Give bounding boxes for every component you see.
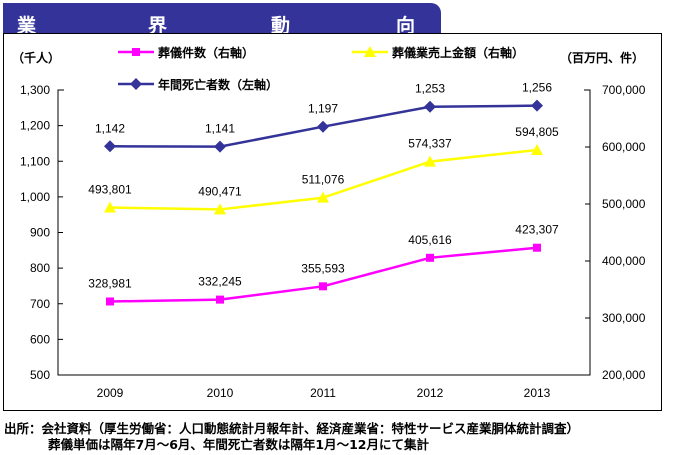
data-label: 1,256 bbox=[522, 81, 552, 95]
chart-box bbox=[3, 33, 662, 411]
data-label: 493,801 bbox=[88, 183, 132, 197]
data-point-square bbox=[132, 48, 140, 56]
axes-frame bbox=[57, 89, 591, 376]
data-label: 511,076 bbox=[302, 173, 345, 187]
data-label: 1,253 bbox=[415, 82, 445, 96]
left-tick-label: 600 bbox=[30, 332, 50, 346]
right-tick-label: 700,000 bbox=[602, 83, 646, 97]
header-char: 界 bbox=[148, 15, 168, 37]
data-point-diamond bbox=[317, 120, 329, 133]
right-tick-label: 400,000 bbox=[602, 254, 646, 268]
data-label: 405,616 bbox=[408, 233, 452, 247]
legend-label: 葬儀業売上金額（右軸） bbox=[392, 45, 524, 60]
data-label: 355,593 bbox=[301, 261, 345, 275]
data-point-square bbox=[216, 295, 224, 304]
data-point-diamond bbox=[424, 100, 436, 113]
x-tick-label: 2012 bbox=[417, 386, 444, 400]
data-point-diamond bbox=[214, 140, 226, 153]
source-note-2: 葬儀単価は隔年7月～6月、年間死亡者数は隔年1月～12月にて集計 bbox=[48, 437, 429, 452]
header-char: 業 bbox=[17, 15, 37, 37]
left-axis-label: （千人） bbox=[12, 50, 60, 65]
left-tick-label: 900 bbox=[30, 226, 50, 240]
data-point-diamond bbox=[130, 78, 142, 90]
data-point-triangle bbox=[531, 143, 543, 155]
data-label: 328,981 bbox=[88, 276, 132, 290]
data-point-triangle bbox=[214, 203, 226, 215]
right-tick-label: 500,000 bbox=[602, 197, 646, 211]
data-point-triangle bbox=[104, 201, 116, 213]
x-tick-label: 2011 bbox=[310, 386, 336, 400]
right-tick-label: 600,000 bbox=[602, 140, 646, 154]
data-point-square bbox=[319, 282, 327, 291]
x-tick-label: 2013 bbox=[524, 386, 551, 400]
left-tick-label: 500 bbox=[30, 368, 50, 382]
data-point-diamond bbox=[531, 99, 543, 112]
data-point-square bbox=[106, 297, 114, 306]
left-tick-label: 1,100 bbox=[20, 154, 50, 168]
left-tick-label: 1,200 bbox=[20, 119, 50, 133]
x-tick-label: 2010 bbox=[207, 386, 234, 400]
data-point-triangle bbox=[364, 46, 376, 57]
data-label: 1,141 bbox=[205, 122, 235, 136]
data-point-triangle bbox=[317, 191, 329, 203]
right-tick-label: 200,000 bbox=[602, 368, 646, 382]
data-label: 423,307 bbox=[515, 223, 559, 237]
data-label: 1,197 bbox=[308, 102, 338, 116]
data-label: 490,471 bbox=[198, 184, 242, 198]
data-point-square bbox=[426, 253, 434, 262]
data-label: 1,142 bbox=[95, 121, 125, 135]
x-tick-label: 2009 bbox=[97, 386, 124, 400]
left-tick-label: 700 bbox=[30, 297, 50, 311]
legend-label: 年間死亡者数（左軸） bbox=[158, 77, 278, 92]
data-label: 574,337 bbox=[408, 137, 452, 151]
left-tick-label: 800 bbox=[30, 261, 50, 275]
header-char: 向 bbox=[396, 15, 416, 37]
right-axis-label: （百万円、件） bbox=[560, 50, 644, 65]
header-char: 動 bbox=[271, 15, 291, 37]
left-tick-label: 1,000 bbox=[20, 190, 50, 204]
data-point-triangle bbox=[424, 155, 436, 167]
right-tick-label: 300,000 bbox=[602, 311, 646, 325]
data-point-diamond bbox=[104, 140, 116, 153]
data-label: 332,245 bbox=[198, 275, 242, 289]
legend-label: 葬儀件数（右軸） bbox=[158, 45, 254, 60]
data-point-square bbox=[533, 243, 541, 252]
left-tick-label: 1,300 bbox=[20, 83, 50, 97]
data-label: 594,805 bbox=[515, 125, 559, 139]
source-note: 出所：会社資料（厚生労働省：人口動態統計月報年計、経済産業省：特性サービス産業胴… bbox=[4, 421, 580, 436]
